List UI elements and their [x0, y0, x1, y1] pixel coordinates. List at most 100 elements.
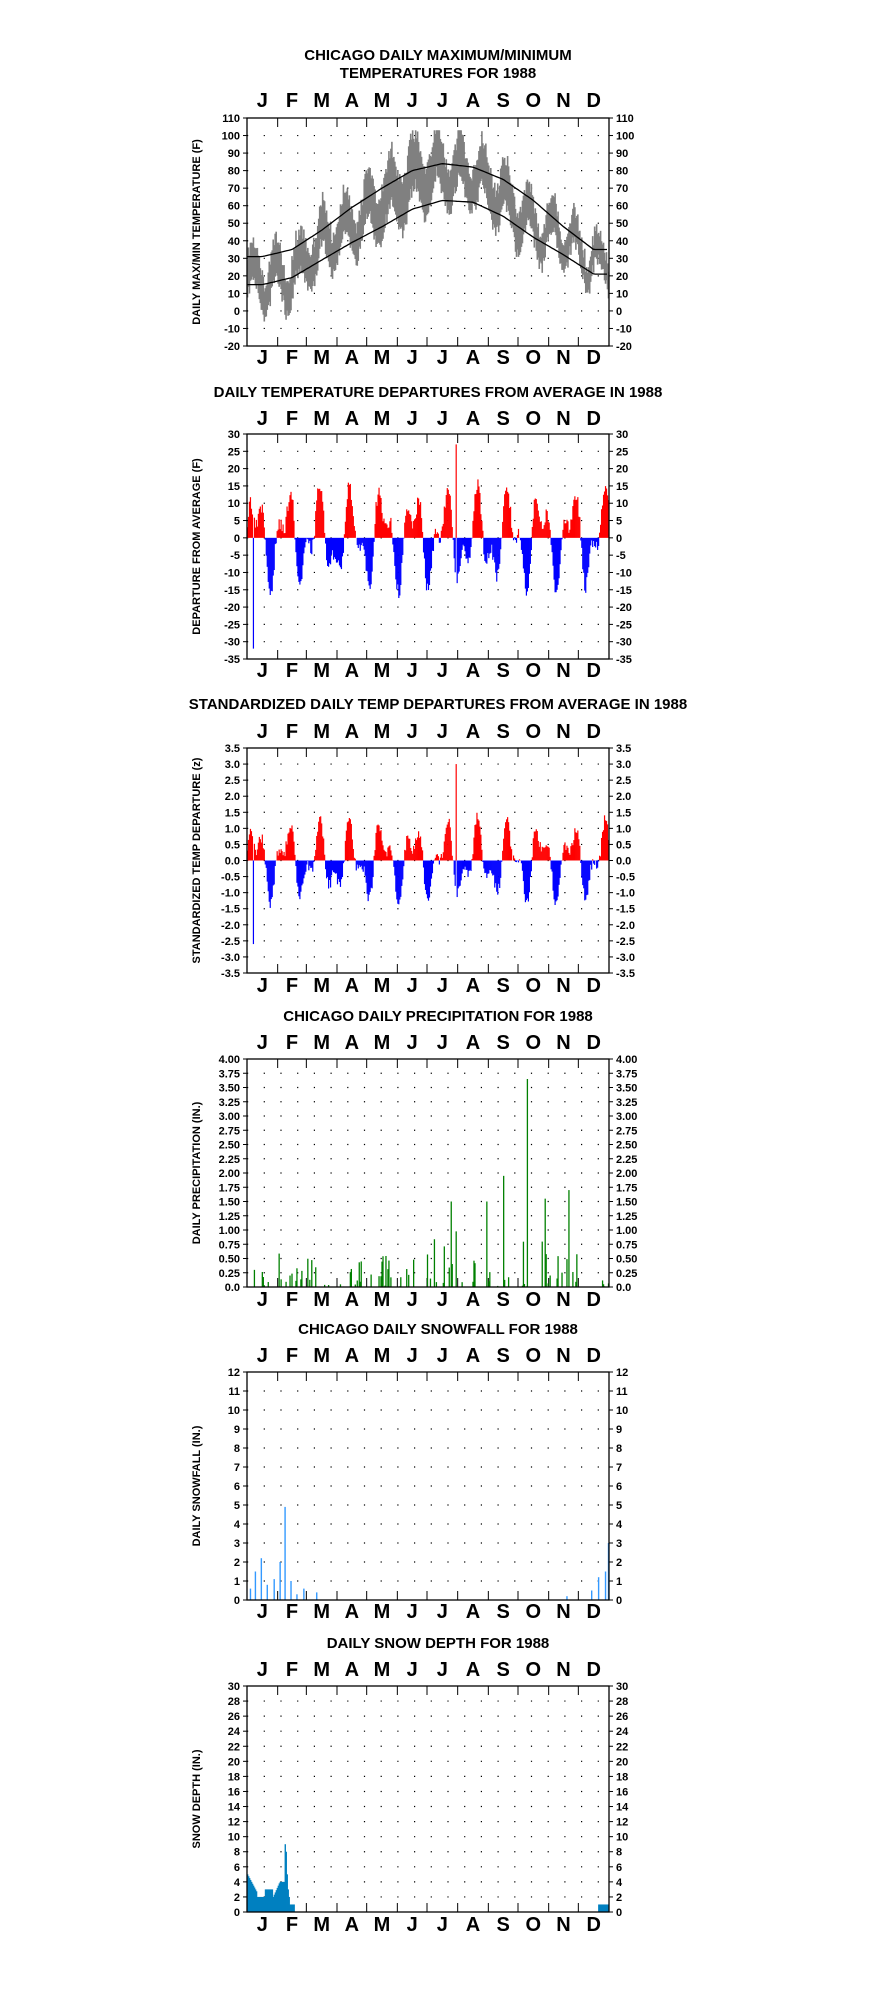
month-label-bottom: N — [556, 975, 570, 997]
y-tick-label-left: -20 — [224, 602, 240, 614]
month-label-top: M — [313, 1032, 330, 1054]
y-tick-label-right: 28 — [616, 1696, 628, 1708]
snow-depth-bar — [281, 1881, 284, 1912]
month-label-bottom: J — [257, 1914, 268, 1936]
snow-depth-bar — [254, 1889, 257, 1912]
month-label-bottom: J — [257, 660, 268, 682]
month-label-bottom: S — [496, 1914, 509, 1936]
snow-depth-bar — [257, 1896, 260, 1912]
month-label-bottom: A — [466, 1914, 480, 1936]
month-label-bottom: O — [526, 1914, 542, 1936]
y-tick-label-right: 3 — [616, 1538, 622, 1550]
y-tick-label-right: 0 — [616, 1595, 622, 1607]
y-axis-label: STANDARDIZED TEMP DEPARTURE (z) — [191, 757, 203, 963]
snow-depth-bar — [274, 1892, 277, 1912]
month-label-bottom: F — [286, 1289, 298, 1311]
month-label-bottom: M — [374, 1601, 391, 1623]
y-tick-label-left: -2.5 — [221, 936, 240, 948]
month-label-bottom: D — [586, 660, 600, 682]
y-tick-label-left: 14 — [228, 1802, 241, 1814]
y-tick-label-right: 14 — [616, 1802, 629, 1814]
y-tick-label-right: 0.75 — [616, 1239, 637, 1251]
y-tick-label-left: 2.00 — [219, 1168, 240, 1180]
y-tick-label-left: 0 — [234, 306, 240, 318]
month-label-top: J — [257, 721, 268, 743]
y-tick-label-right: 4 — [616, 1519, 623, 1531]
y-tick-label-right: 1.25 — [616, 1211, 637, 1223]
y-tick-label-left: 5 — [234, 1500, 240, 1512]
month-label-top: D — [586, 90, 600, 112]
y-tick-label-right: 0.25 — [616, 1268, 637, 1280]
month-label-top: J — [437, 90, 448, 112]
y-tick-label-right: 12 — [616, 1367, 628, 1379]
y-tick-label-right: 2.0 — [616, 791, 631, 803]
month-label-bottom: M — [374, 1289, 391, 1311]
month-label-top: A — [345, 721, 359, 743]
month-label-top: J — [257, 1659, 268, 1681]
y-tick-label-left: 90 — [228, 148, 240, 160]
y-tick-label-right: 1.75 — [616, 1182, 637, 1194]
month-label-top: J — [437, 1032, 448, 1054]
y-tick-label-right: -10 — [616, 567, 632, 579]
y-tick-label-right: 0 — [616, 533, 622, 545]
y-tick-label-right: 18 — [616, 1771, 628, 1783]
chart-panel-6: DAILY SNOW DEPTH FOR 1988JJFFMMAAMMJJJJA… — [191, 1635, 629, 1936]
month-label-top: J — [257, 1345, 268, 1367]
snow-depth-bar — [248, 1878, 251, 1912]
month-label-top: N — [556, 1032, 570, 1054]
month-label-top: J — [407, 1659, 418, 1681]
month-label-top: A — [466, 1032, 480, 1054]
month-label-top: J — [437, 1345, 448, 1367]
plot-frame — [246, 1371, 610, 1601]
month-label-top: O — [526, 1032, 542, 1054]
month-label-top: O — [526, 1659, 542, 1681]
y-tick-label-left: -10 — [224, 323, 240, 335]
data-marks — [246, 764, 610, 945]
y-tick-label-left: 1.5 — [225, 807, 240, 819]
y-tick-label-right: -30 — [616, 637, 632, 649]
y-tick-label-left: -3.0 — [221, 952, 240, 964]
snow-depth-bar — [261, 1896, 264, 1912]
month-label-bottom: F — [286, 660, 298, 682]
y-tick-label-left: 2 — [234, 1557, 240, 1569]
y-tick-label-right: 24 — [616, 1726, 629, 1738]
y-tick-label-right: 0.50 — [616, 1254, 637, 1266]
snow-depth-bar — [289, 1904, 291, 1912]
y-tick-label-right: 3.75 — [616, 1068, 637, 1080]
y-tick-label-left: 20 — [228, 271, 240, 283]
month-label-top: S — [496, 408, 509, 430]
month-label-bottom: D — [586, 347, 600, 369]
y-tick-label-right: 30 — [616, 253, 628, 265]
y-tick-label-left: 2.50 — [219, 1140, 240, 1152]
y-tick-label-left: 22 — [228, 1741, 240, 1753]
y-tick-label-right: 0.0 — [616, 856, 631, 868]
y-tick-label-right: 2.50 — [616, 1140, 637, 1152]
y-tick-label-left: 10 — [228, 288, 240, 300]
y-tick-label-right: 3.0 — [616, 759, 631, 771]
plot-frame — [246, 1058, 610, 1288]
month-label-bottom: A — [466, 347, 480, 369]
y-tick-label-left: -35 — [224, 654, 240, 666]
y-tick-label-left: -0.5 — [221, 872, 240, 884]
snow-depth-bar — [290, 1904, 292, 1912]
y-tick-label-right: -25 — [616, 619, 632, 631]
snow-depth-bar — [607, 1904, 609, 1912]
chart-title: CHICAGO DAILY MAXIMUM/MINIMUM — [304, 47, 572, 64]
month-label-bottom: J — [407, 975, 418, 997]
month-label-top: J — [407, 1032, 418, 1054]
data-marks — [247, 1844, 610, 1912]
month-label-bottom: D — [586, 1289, 600, 1311]
y-tick-label-left: 0.0 — [225, 1282, 240, 1294]
month-label-bottom: M — [374, 1914, 391, 1936]
month-label-top: M — [374, 721, 391, 743]
y-tick-label-left: 40 — [228, 236, 240, 248]
y-tick-label-left: 0.5 — [225, 839, 240, 851]
month-label-top: S — [496, 1659, 509, 1681]
y-tick-label-right: 1.50 — [616, 1197, 637, 1209]
y-tick-label-right: -15 — [616, 585, 632, 597]
snow-depth-bar — [287, 1889, 289, 1912]
month-label-top: J — [437, 1659, 448, 1681]
month-label-top: D — [586, 1032, 600, 1054]
month-label-top: A — [466, 1345, 480, 1367]
